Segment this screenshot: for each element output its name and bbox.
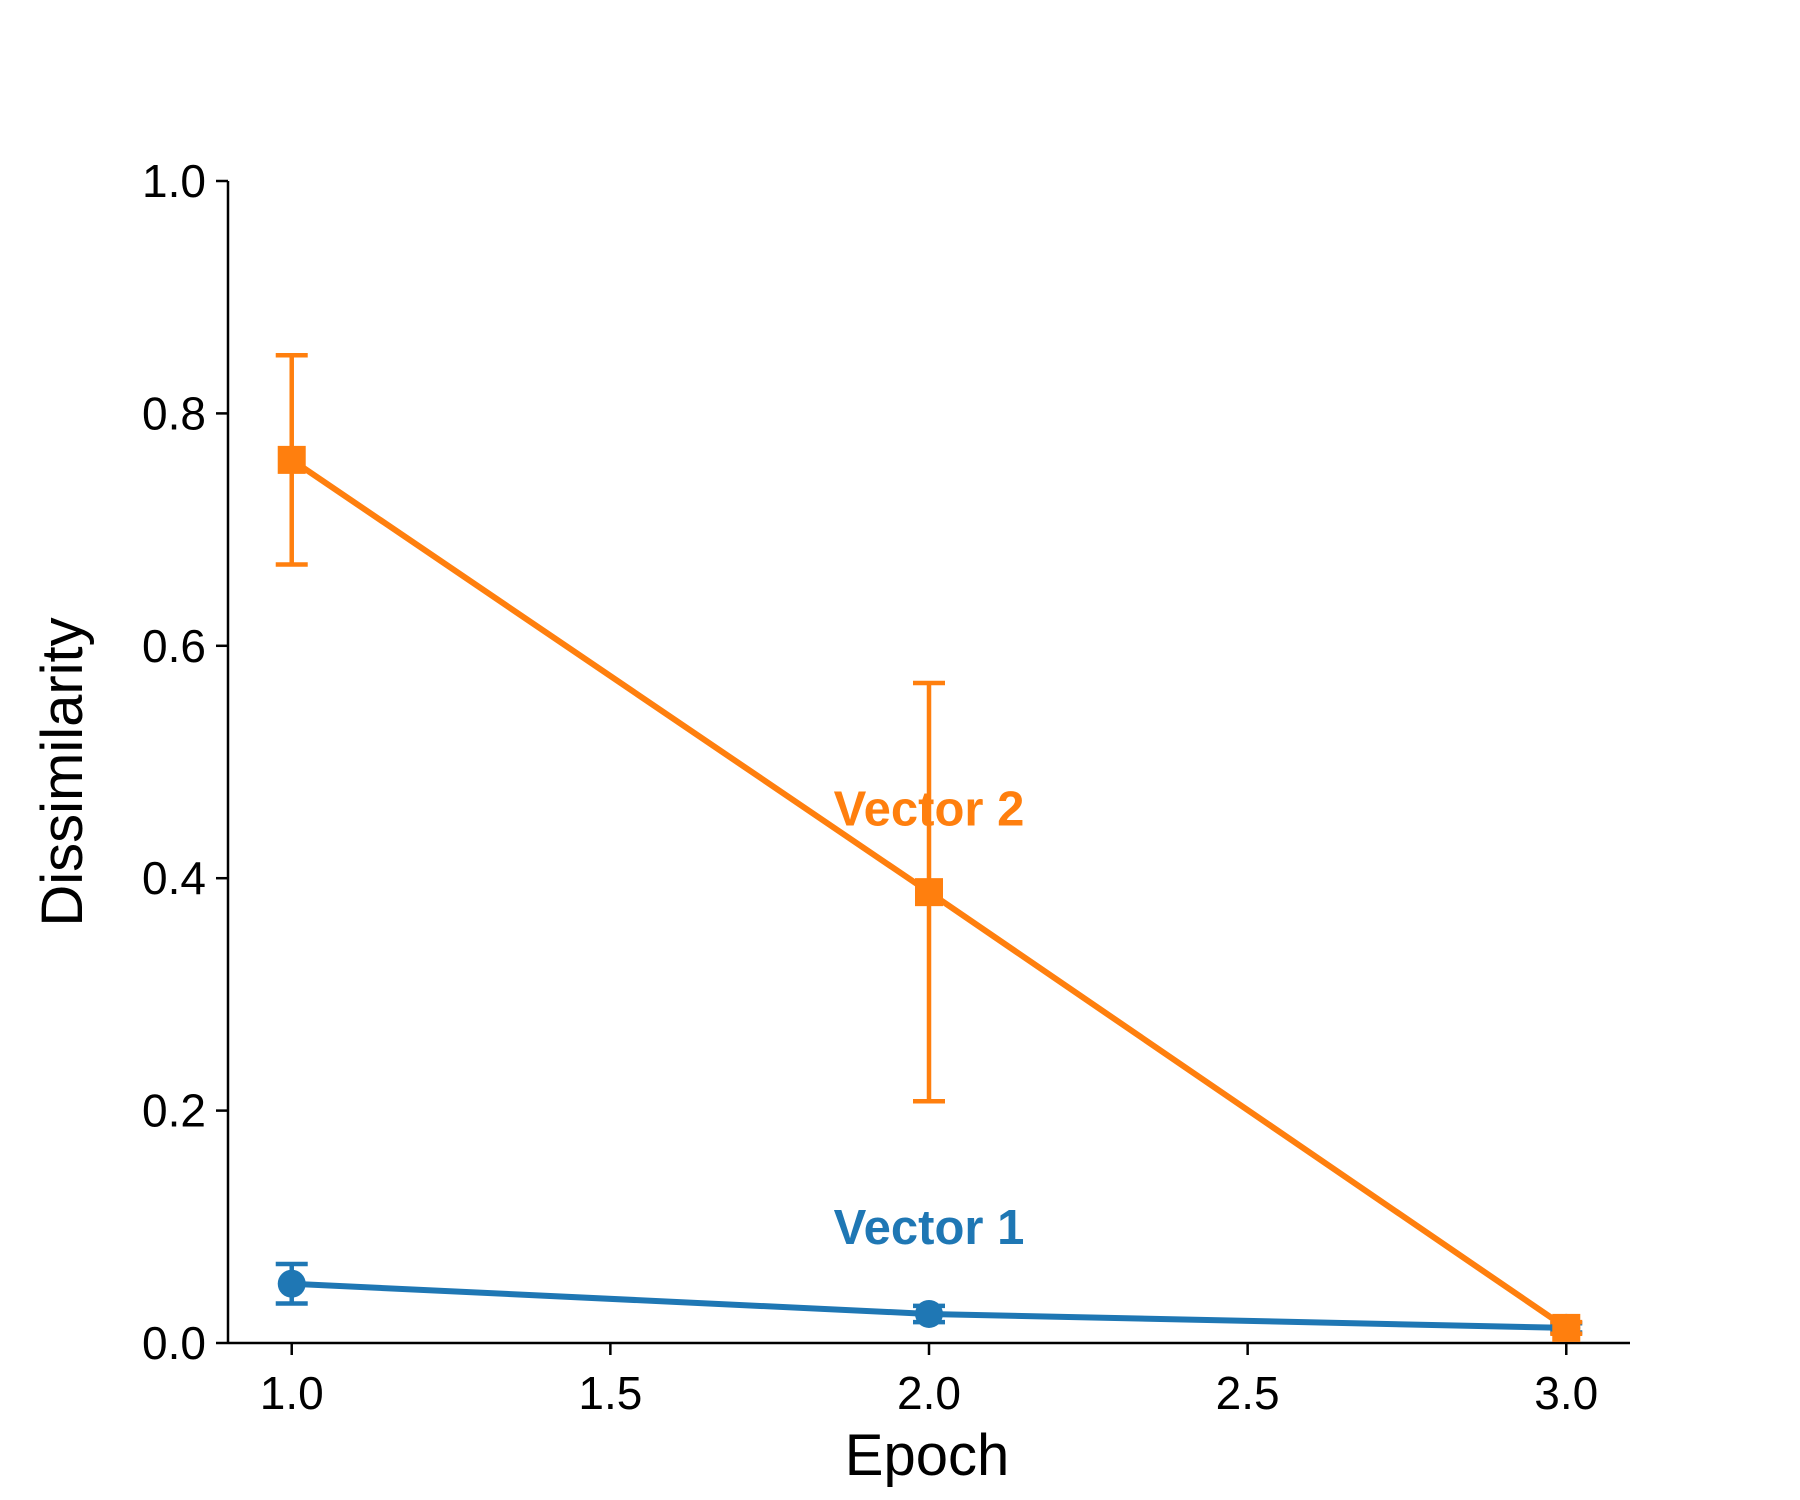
- data-point-square: [915, 878, 943, 907]
- x-tick-label: 1.5: [578, 1367, 642, 1419]
- axes: 0.0 0.2 0.4 0.6 0.8 1.0 1.0 1.5 2.0 2.5 3.0: [142, 155, 1630, 1419]
- x-axis-title: Epoch: [845, 1423, 1009, 1488]
- series-label-vector-1: Vector 1: [834, 1201, 1025, 1255]
- x-tick-label: 3.0: [1534, 1367, 1598, 1419]
- y-axis-title: Dissimilarity: [30, 617, 95, 926]
- data-point-circle: [277, 1269, 306, 1298]
- x-tick-label: 2.5: [1216, 1367, 1280, 1419]
- x-tick-label: 2.0: [897, 1367, 961, 1419]
- y-tick-label: 0.2: [142, 1085, 206, 1137]
- series-labels: Vector 1 Vector 2: [834, 782, 1025, 1254]
- y-tick-label: 0.0: [142, 1317, 206, 1369]
- series-label-vector-2: Vector 2: [834, 782, 1025, 836]
- x-tick-label: 1.0: [260, 1367, 324, 1419]
- data-point-circle: [915, 1299, 943, 1328]
- y-tick-label: 0.8: [142, 387, 206, 439]
- data-point-square: [1552, 1313, 1581, 1342]
- data-point-square: [277, 445, 306, 474]
- plot-area: [275, 353, 1583, 1342]
- series-vector-1: [275, 1261, 1583, 1342]
- y-tick-label: 0.6: [142, 620, 206, 672]
- y-tick-label: 0.4: [142, 852, 206, 904]
- series-vector-2: [275, 353, 1583, 1342]
- y-tick-label: 1.0: [142, 155, 206, 207]
